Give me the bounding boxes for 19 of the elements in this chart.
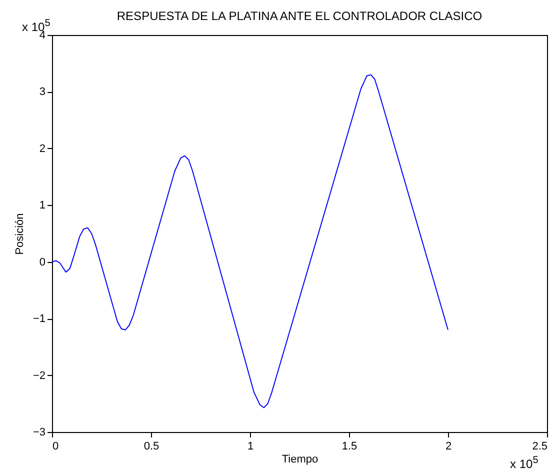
y-tick-label: 3: [39, 86, 46, 98]
y-tick-label: 1: [39, 200, 46, 212]
y-tick-label: −3: [32, 426, 46, 438]
x-tick-label: 0: [52, 440, 59, 452]
x-tick-label: 1: [247, 440, 254, 452]
text: x 10$^{5}$: [510, 455, 538, 471]
x-tick-label: 2.5: [532, 440, 548, 452]
y-tick-label: 0: [39, 256, 46, 268]
y-tick-label: −1: [32, 313, 46, 326]
y-axis-title: Posición: [14, 213, 26, 255]
x-tick-label: 0.5: [144, 440, 160, 452]
chart-title: RESPUESTA DE LA PLATINA ANTE EL CONTROLADOR CLASICO: [116, 9, 482, 23]
y-tick-label: −2: [32, 370, 46, 382]
y-tick-label: 2: [39, 142, 46, 155]
y-tick-label: 4: [39, 30, 46, 42]
x-tick-label: 2: [445, 440, 452, 452]
line-series: [52, 74, 448, 408]
x-axis-title: Tiempo: [282, 454, 318, 466]
x-tick-label: 1.5: [342, 440, 358, 452]
